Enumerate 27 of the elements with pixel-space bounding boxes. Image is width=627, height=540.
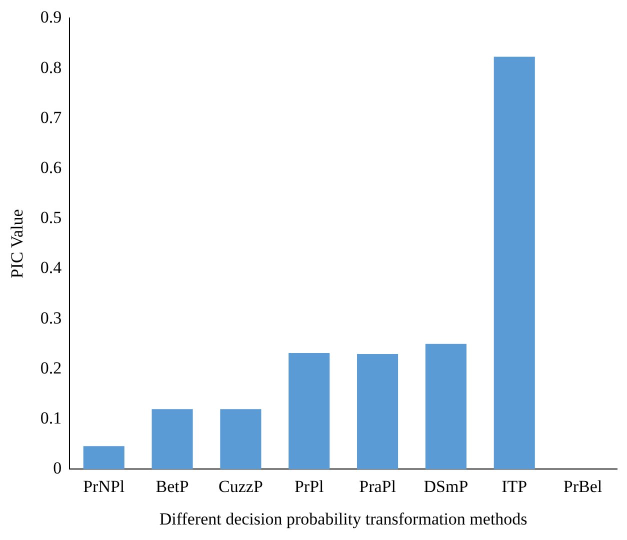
y-tick-label: 0.2 bbox=[40, 358, 62, 378]
x-tick-label: PrPl bbox=[294, 476, 324, 496]
y-tick-label: 0 bbox=[53, 458, 62, 478]
bar bbox=[357, 354, 398, 470]
y-tick-label: 0.3 bbox=[40, 308, 62, 328]
x-tick-label: PraPl bbox=[359, 476, 396, 496]
x-tick-label: CuzzP bbox=[218, 476, 263, 496]
bar bbox=[220, 409, 262, 470]
y-axis-title: PIC Value bbox=[8, 209, 27, 278]
x-axis-title: Different decision probability transformation methods bbox=[159, 509, 528, 528]
x-tick-label: PrBel bbox=[563, 476, 602, 496]
bar bbox=[425, 344, 466, 470]
x-tick-label: BetP bbox=[156, 476, 189, 496]
x-tick-label: PrNPl bbox=[83, 476, 125, 496]
y-tick-label: 0.5 bbox=[40, 208, 62, 228]
y-tick-label: 0.4 bbox=[40, 258, 62, 278]
y-tick-label: 0.1 bbox=[40, 408, 62, 428]
y-tick-label: 0.6 bbox=[40, 158, 62, 177]
bar bbox=[152, 409, 193, 470]
x-tick-label: DSmP bbox=[424, 476, 468, 496]
y-tick-label: 0.8 bbox=[40, 58, 62, 77]
x-tick-label: ITP bbox=[502, 476, 528, 496]
bar bbox=[83, 446, 124, 470]
bar bbox=[288, 352, 330, 470]
y-tick-label: 0.7 bbox=[40, 108, 62, 127]
y-tick-label: 0.9 bbox=[40, 8, 62, 27]
bar bbox=[494, 56, 535, 470]
